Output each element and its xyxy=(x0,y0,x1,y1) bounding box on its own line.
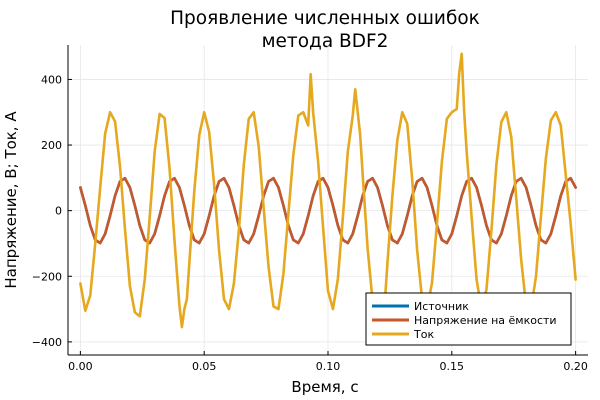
ticks: 0.00 0.05 0.10 0.15 0.20 −400 −200 0 200 400 xyxy=(32,73,588,373)
x-axis-label: Время, с xyxy=(291,378,358,396)
x-tick-label-3: 0.15 xyxy=(440,360,465,373)
x-tick-label-0: 0.00 xyxy=(68,360,93,373)
y-axis-label: Напряжение, В; Ток, А xyxy=(2,111,20,289)
legend-label-0: Источник xyxy=(414,300,469,313)
legend-label-1: Напряжение на ёмкости xyxy=(414,314,557,327)
x-tick-label-4: 0.20 xyxy=(563,360,588,373)
x-tick-label-2: 0.10 xyxy=(316,360,341,373)
series-line-1 xyxy=(79,176,577,245)
legend-label-2: Ток xyxy=(413,328,434,341)
chart-title-line-1: Проявление численных ошибок xyxy=(170,8,480,29)
y-tick-label-4: 400 xyxy=(41,73,62,86)
y-tick-label-2: 0 xyxy=(55,205,62,218)
y-tick-label-3: 200 xyxy=(41,139,62,152)
y-tick-label-1: −200 xyxy=(32,270,62,283)
series-line-2 xyxy=(79,52,577,339)
y-tick-label-0: −400 xyxy=(32,336,62,349)
plot-lines xyxy=(79,52,577,339)
chart-title-line-2: метода BDF2 xyxy=(262,31,389,52)
x-tick-label-1: 0.05 xyxy=(192,360,217,373)
